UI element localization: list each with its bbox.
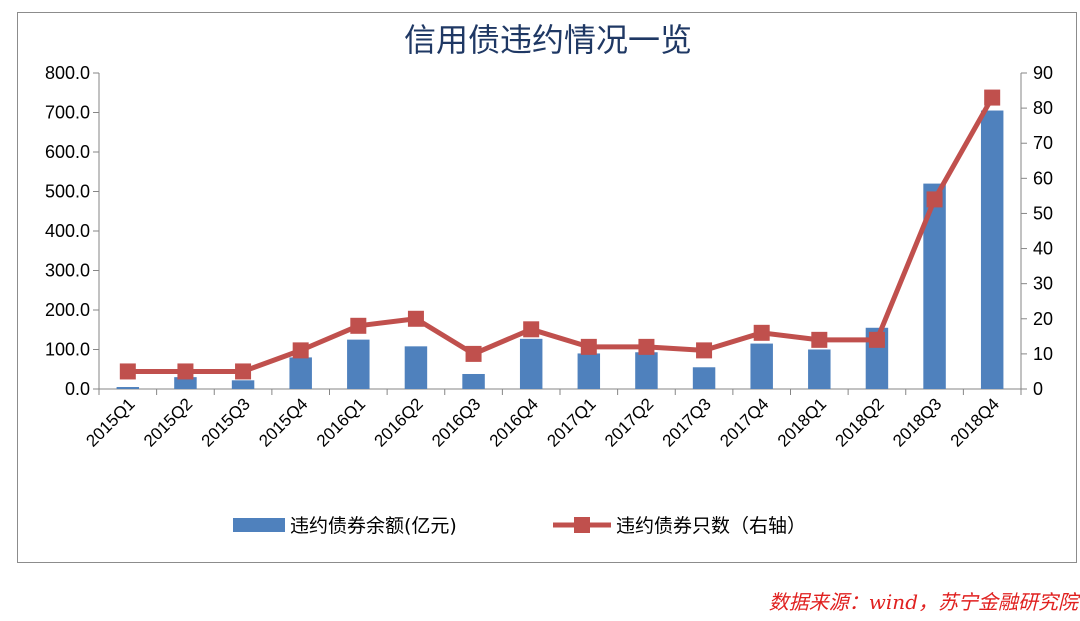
bar [692, 367, 716, 389]
line-marker [868, 331, 885, 348]
line-marker [465, 345, 482, 362]
x-tick-label: 2016Q1 [313, 394, 369, 450]
x-tick-label: 2018Q4 [947, 394, 1003, 450]
x-tick-label: 2015Q1 [82, 394, 138, 450]
bar [577, 353, 601, 389]
y-left-tick-label: 200.0 [45, 300, 90, 320]
y-right-tick-label: 10 [1033, 344, 1053, 364]
x-tick-label: 2017Q1 [543, 394, 599, 450]
line-marker [292, 342, 309, 359]
line-marker [984, 89, 1001, 106]
bar [289, 357, 312, 389]
line-marker [177, 363, 194, 380]
bar [635, 352, 658, 389]
y-left-tick-label: 0.0 [65, 379, 90, 399]
x-tick-label: 2016Q2 [371, 394, 427, 450]
chart-svg: 信用债违约情况一览 0.0 100.0 200.0 300.0 400.0 500.0 60… [45, 21, 1053, 537]
bar [923, 183, 946, 389]
bar [231, 380, 255, 389]
y-right-tick-label: 90 [1033, 63, 1053, 83]
line-marker [119, 363, 136, 380]
legend-line-marker [574, 517, 590, 533]
y-right-tick-label: 80 [1033, 98, 1053, 118]
x-tick-label: 2017Q4 [716, 394, 772, 450]
x-tick-label: 2018Q2 [832, 394, 888, 450]
y-left-tick-label: 400.0 [45, 221, 90, 241]
bar [750, 343, 773, 389]
x-tick-label: 2015Q3 [198, 394, 254, 450]
line-marker [523, 321, 540, 338]
line-marker [926, 191, 943, 208]
y-left-tick-label: 700.0 [45, 103, 90, 123]
line-marker [753, 324, 770, 341]
line-marker [407, 310, 424, 327]
line-marker [580, 338, 597, 355]
x-tick-label: 2018Q3 [889, 394, 945, 450]
x-axis-ticks: 2015Q1 2015Q2 2015Q3 2015Q4 2016Q1 2016Q2 2016… [82, 394, 1003, 450]
y-left-tick-label: 500.0 [45, 182, 90, 202]
bar [519, 338, 543, 389]
x-tick-label: 2016Q3 [428, 394, 484, 450]
line-marker [350, 317, 367, 334]
bar [347, 339, 370, 389]
legend-bar-swatch [233, 518, 285, 532]
x-tick-label: 2018Q1 [774, 394, 830, 450]
x-tick-label: 2017Q2 [601, 394, 657, 450]
bar [980, 110, 1004, 390]
bar [116, 387, 140, 389]
line-series [119, 89, 1001, 380]
x-tick-label: 2015Q2 [140, 394, 196, 450]
x-tick-label: 2015Q4 [255, 394, 311, 450]
line-marker [235, 363, 252, 380]
line-marker [696, 342, 713, 359]
chart-title: 信用债违约情况一览 [404, 21, 692, 59]
chart-frame: 信用债违约情况一览 0.0 100.0 200.0 300.0 400.0 500.0 60… [17, 12, 1077, 563]
bar [404, 346, 428, 389]
line-marker [638, 338, 655, 355]
y-left-tick-label: 100.0 [45, 340, 90, 360]
y-right-tick-label: 20 [1033, 309, 1053, 329]
x-tick-label: 2017Q3 [659, 394, 715, 450]
bar [462, 373, 485, 389]
legend: 违约债券余额(亿元) 违约债券只数（右轴） [233, 515, 806, 537]
bar [808, 349, 831, 389]
y-right-tick-label: 0 [1033, 379, 1043, 399]
axes: 0.0 100.0 200.0 300.0 400.0 500.0 600.0 700.0 80… [45, 63, 1053, 399]
bar [174, 377, 197, 389]
y-right-tick-label: 70 [1033, 133, 1053, 153]
y-right-tick-label: 60 [1033, 168, 1053, 188]
y-right-tick-label: 30 [1033, 274, 1053, 294]
y-right-tick-label: 40 [1033, 239, 1053, 259]
legend-bar-label: 违约债券余额(亿元) [290, 515, 457, 537]
source-note: 数据来源：wind，苏宁金融研究院 [768, 590, 1078, 614]
y-right-tick-label: 50 [1033, 203, 1053, 223]
line-marker [811, 331, 828, 348]
legend-line-label: 违约债券只数（右轴） [616, 515, 806, 537]
bar-series [116, 110, 1004, 390]
y-left-tick-label: 800.0 [45, 63, 90, 83]
y-left-tick-label: 300.0 [45, 261, 90, 281]
x-tick-label: 2016Q4 [486, 394, 542, 450]
series-line [127, 96, 995, 374]
y-left-tick-label: 600.0 [45, 142, 90, 162]
